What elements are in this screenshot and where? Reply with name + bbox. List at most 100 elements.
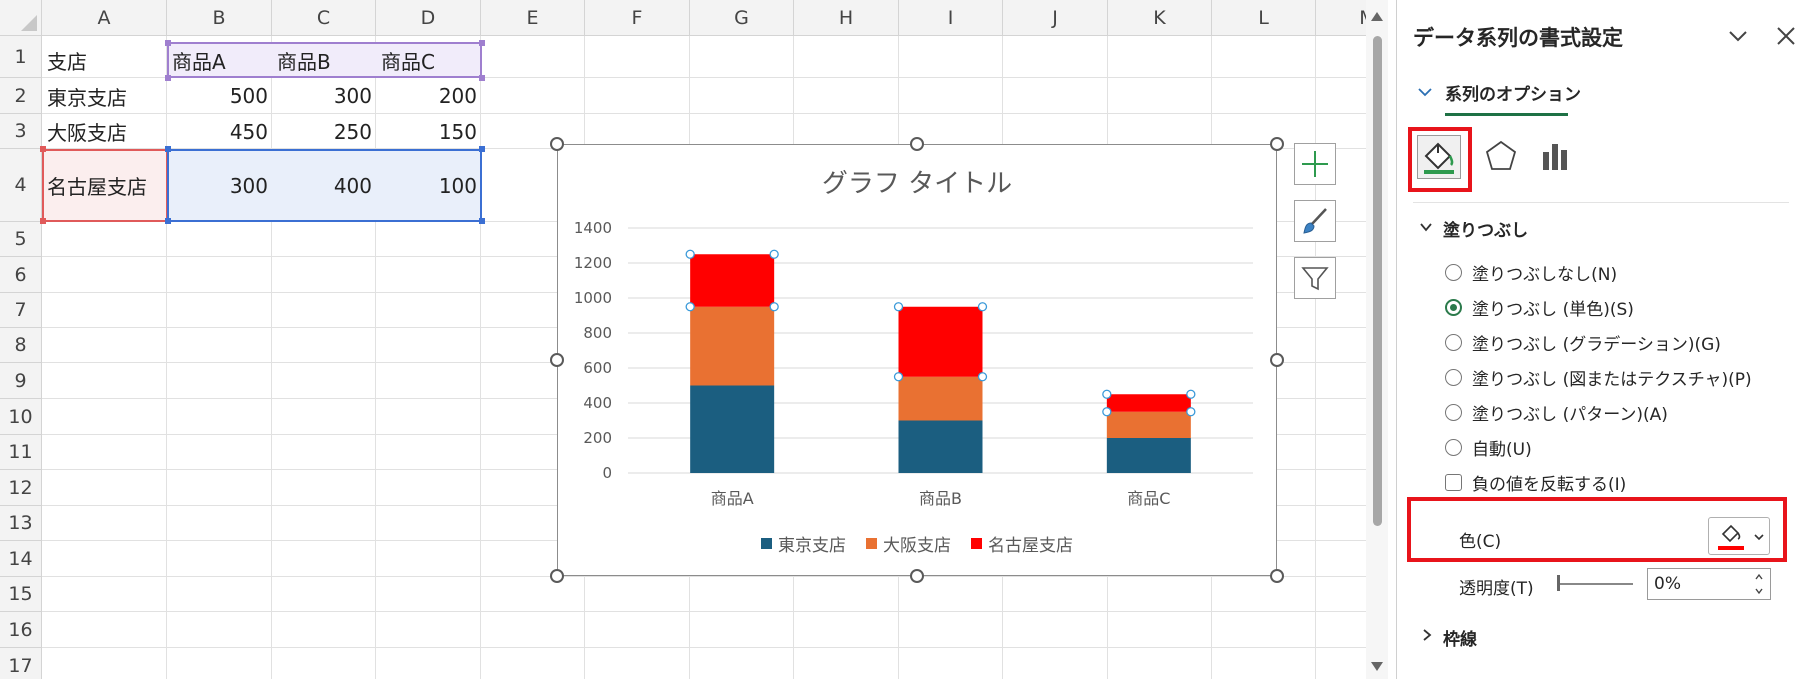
resize-handle-top-left[interactable] bbox=[550, 137, 564, 151]
chart-legend[interactable]: 東京支店 大阪支店 名古屋支店 bbox=[558, 531, 1276, 556]
column-header-h[interactable]: H bbox=[794, 0, 899, 36]
fill-option-solid[interactable]: 塗りつぶし (単色)(S) bbox=[1445, 295, 1634, 320]
legend-entry[interactable]: 東京支店 bbox=[761, 531, 846, 556]
chevron-down-icon[interactable] bbox=[1727, 28, 1749, 44]
selection-handle[interactable] bbox=[893, 372, 904, 382]
cell-c2[interactable]: 300 bbox=[333, 84, 372, 108]
fill-option-picture[interactable]: 塗りつぶし (図またはテクスチャ)(P) bbox=[1445, 365, 1752, 390]
series-options-bar-chart-icon[interactable] bbox=[1537, 138, 1573, 174]
resize-handle-bottom-right[interactable] bbox=[1270, 569, 1284, 583]
row-header-3[interactable]: 3 bbox=[0, 114, 42, 149]
column-header-k[interactable]: K bbox=[1108, 0, 1212, 36]
invert-negative-option[interactable]: 負の値を反転する(I) bbox=[1445, 470, 1626, 495]
radio-none[interactable] bbox=[1445, 264, 1462, 281]
resize-handle-right[interactable] bbox=[1270, 353, 1284, 367]
cell-a4[interactable]: 名古屋支店 bbox=[47, 175, 147, 199]
bar-1-1[interactable] bbox=[690, 385, 775, 474]
cell-b1[interactable]: 商品A bbox=[172, 49, 226, 74]
resize-handle-top[interactable] bbox=[910, 137, 924, 151]
select-all-corner[interactable] bbox=[0, 0, 42, 36]
cell-a3[interactable]: 大阪支店 bbox=[47, 121, 127, 145]
chevron-right-icon[interactable] bbox=[1421, 628, 1433, 642]
invert-checkbox[interactable] bbox=[1445, 474, 1462, 491]
bar-3-2[interactable] bbox=[898, 306, 983, 377]
column-header-i[interactable]: I bbox=[899, 0, 1003, 36]
selection-handle[interactable] bbox=[977, 372, 988, 382]
fill-option-none[interactable]: 塗りつぶしなし(N) bbox=[1445, 260, 1617, 285]
range-handle[interactable] bbox=[40, 218, 46, 224]
cell-a1[interactable]: 支店 bbox=[47, 49, 87, 74]
range-handle[interactable] bbox=[479, 146, 485, 152]
scroll-up-icon[interactable] bbox=[1371, 12, 1383, 21]
column-header-m[interactable]: M bbox=[1316, 0, 1366, 36]
range-handle[interactable] bbox=[40, 146, 46, 152]
spin-down-icon[interactable] bbox=[1754, 587, 1764, 595]
transparency-input[interactable]: 0% bbox=[1647, 568, 1771, 600]
bar-2-2[interactable] bbox=[898, 376, 983, 421]
fill-section-header[interactable]: 塗りつぶし bbox=[1443, 221, 1529, 241]
bar-2-1[interactable] bbox=[690, 306, 775, 386]
bar-3-3[interactable] bbox=[1106, 394, 1191, 412]
row-header-13[interactable]: 13 bbox=[0, 506, 42, 541]
row-header-17[interactable]: 17 bbox=[0, 648, 42, 679]
column-header-l[interactable]: L bbox=[1212, 0, 1316, 36]
cell-b4[interactable]: 300 bbox=[229, 173, 268, 198]
range-handle[interactable] bbox=[165, 218, 171, 224]
format-data-series-pane[interactable]: データ系列の書式設定 系列のオプション 塗りつぶし 塗りつぶしなし(N) 塗りつ… bbox=[1396, 0, 1800, 679]
chevron-down-icon[interactable] bbox=[1417, 86, 1433, 98]
row-header-2[interactable]: 2 bbox=[0, 78, 42, 114]
column-header-d[interactable]: D bbox=[376, 0, 481, 36]
bar-2-3[interactable] bbox=[1106, 411, 1191, 438]
close-icon[interactable] bbox=[1775, 26, 1797, 46]
selection-handle[interactable] bbox=[1102, 407, 1112, 417]
fill-option-gradient[interactable]: 塗りつぶし (グラデーション)(G) bbox=[1445, 330, 1721, 355]
row-header-1[interactable]: 1 bbox=[0, 36, 42, 78]
scroll-down-icon[interactable] bbox=[1371, 662, 1383, 671]
selection-handle[interactable] bbox=[769, 302, 779, 312]
stacked-bar-chart[interactable]: グラフ タイトル 0 200 400 600 800 1000 1200 1400 商品A 商品B… bbox=[557, 144, 1277, 576]
bar-3-1[interactable] bbox=[690, 254, 775, 307]
radio-gradient[interactable] bbox=[1445, 334, 1462, 351]
row-header-7[interactable]: 7 bbox=[0, 293, 42, 328]
transparency-slider-thumb[interactable] bbox=[1557, 575, 1560, 591]
cell-d3[interactable]: 150 bbox=[438, 119, 477, 144]
series-options-tab[interactable]: 系列のオプション bbox=[1445, 85, 1581, 105]
cell-a2[interactable]: 東京支店 bbox=[47, 85, 127, 110]
chart-styles-button[interactable] bbox=[1294, 200, 1336, 242]
border-section-header[interactable]: 枠線 bbox=[1443, 630, 1477, 650]
range-handle[interactable] bbox=[165, 146, 171, 152]
cell-d1[interactable]: 商品C bbox=[381, 49, 435, 74]
column-header-f[interactable]: F bbox=[585, 0, 690, 36]
transparency-slider-track[interactable] bbox=[1559, 583, 1633, 585]
scroll-thumb[interactable] bbox=[1373, 36, 1382, 526]
cell-b2[interactable]: 500 bbox=[229, 84, 268, 108]
cell-d2[interactable]: 200 bbox=[438, 84, 477, 108]
row-header-11[interactable]: 11 bbox=[0, 435, 42, 470]
radio-auto[interactable] bbox=[1445, 439, 1462, 456]
cell-d4[interactable]: 100 bbox=[438, 173, 477, 198]
chart-filters-button[interactable] bbox=[1294, 257, 1336, 299]
row-header-5[interactable]: 5 bbox=[0, 222, 42, 257]
fill-option-auto[interactable]: 自動(U) bbox=[1445, 435, 1532, 460]
legend-entry[interactable]: 名古屋支店 bbox=[971, 531, 1073, 556]
row-header-14[interactable]: 14 bbox=[0, 541, 42, 577]
resize-handle-bottom-left[interactable] bbox=[550, 569, 564, 583]
selection-handle[interactable] bbox=[1186, 407, 1196, 417]
radio-solid[interactable] bbox=[1445, 299, 1462, 316]
column-header-g[interactable]: G bbox=[690, 0, 794, 36]
range-handle[interactable] bbox=[165, 75, 171, 81]
chevron-down-icon[interactable] bbox=[1419, 221, 1433, 233]
column-header-a[interactable]: A bbox=[42, 0, 167, 36]
row-header-4[interactable]: 4 bbox=[0, 149, 42, 222]
selection-handle[interactable] bbox=[1102, 389, 1112, 399]
row-header-16[interactable]: 16 bbox=[0, 612, 42, 648]
range-handle[interactable] bbox=[479, 40, 485, 46]
effects-tab-pentagon-icon[interactable] bbox=[1483, 138, 1519, 174]
selection-handle[interactable] bbox=[893, 302, 904, 312]
radio-pattern[interactable] bbox=[1445, 404, 1462, 421]
selection-handle[interactable] bbox=[769, 249, 779, 259]
spin-up-icon[interactable] bbox=[1754, 573, 1764, 581]
selection-handle[interactable] bbox=[685, 249, 695, 259]
row-header-9[interactable]: 9 bbox=[0, 363, 42, 399]
vertical-scrollbar[interactable] bbox=[1366, 0, 1388, 679]
